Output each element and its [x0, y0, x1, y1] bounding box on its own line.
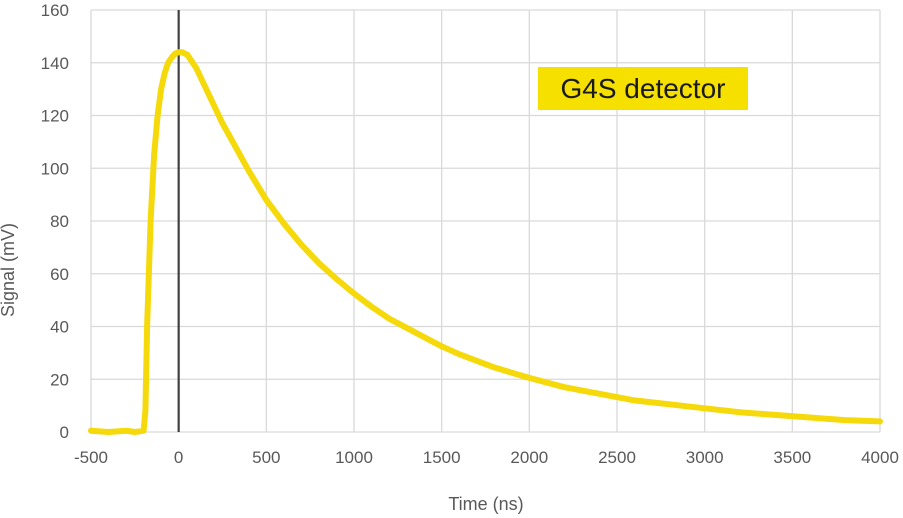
x-tick-label: 2000	[510, 448, 548, 467]
y-tick-label: 0	[60, 423, 69, 442]
x-tick-label: 1000	[335, 448, 373, 467]
data-point	[105, 429, 112, 435]
annotation-background	[538, 67, 748, 110]
data-point	[456, 351, 462, 357]
data-point	[263, 197, 269, 203]
data-point	[202, 83, 208, 90]
series-line	[88, 49, 883, 435]
data-point	[142, 408, 148, 414]
data-point	[148, 218, 154, 224]
y-tick-label: 40	[50, 318, 69, 337]
data-point	[151, 152, 157, 158]
y-axis-title: Signal (mV)	[0, 223, 18, 317]
y-tick-label: 140	[41, 54, 69, 73]
data-point	[193, 65, 199, 71]
y-tick-label: 100	[41, 159, 69, 178]
data-point	[509, 370, 515, 376]
data-point	[491, 364, 497, 370]
data-point	[667, 401, 673, 407]
data-point	[877, 418, 883, 424]
data-point	[88, 428, 94, 434]
data-point	[526, 375, 532, 381]
x-tick-label: -500	[74, 448, 108, 467]
data-point	[333, 276, 340, 282]
data-point	[474, 358, 480, 364]
x-axis-title: Time (ns)	[448, 494, 523, 514]
data-point	[144, 323, 150, 330]
data-point	[702, 405, 708, 411]
data-point	[368, 304, 375, 310]
data-point	[179, 49, 185, 55]
x-tick-label: 3500	[773, 448, 811, 467]
data-point	[631, 397, 638, 403]
data-point	[421, 334, 427, 340]
data-point	[162, 70, 168, 76]
data-point	[298, 242, 304, 248]
y-tick-label: 120	[41, 107, 69, 126]
x-tick-label: 1500	[423, 448, 461, 467]
data-point	[561, 384, 568, 390]
gridlines	[90, 9, 881, 433]
y-tick-label: 160	[41, 1, 69, 20]
data-point	[158, 86, 164, 92]
data-point	[737, 409, 743, 415]
x-tick-label: 500	[252, 448, 280, 467]
x-tick-label: 2500	[598, 448, 636, 467]
data-point	[246, 168, 252, 174]
data-point	[772, 412, 778, 418]
data-point	[316, 260, 322, 266]
data-point	[351, 290, 357, 297]
annotation-label: G4S detector	[538, 67, 748, 110]
data-point	[211, 102, 217, 108]
data-point	[842, 417, 848, 423]
data-point	[132, 429, 138, 435]
data-point	[219, 120, 226, 126]
y-tick-labels: 0 20 40 60 80 100 120 140 160	[41, 1, 69, 442]
data-point	[404, 325, 410, 331]
x-tick-label: 4000	[861, 448, 899, 467]
y-tick-label: 80	[50, 212, 69, 231]
data-point	[141, 428, 147, 434]
y-tick-label: 60	[50, 265, 69, 284]
data-point	[807, 414, 813, 421]
data-point	[281, 221, 287, 227]
data-point	[386, 316, 392, 322]
x-tick-labels: -500 0 500 1000 1500 2000 2500 3000 3500 4000	[74, 448, 899, 467]
data-point	[165, 60, 171, 66]
data-point	[123, 428, 129, 434]
annotation-text: G4S detector	[561, 73, 726, 104]
data-point	[228, 136, 234, 142]
x-tick-label: 0	[174, 448, 183, 467]
y-tick-label: 20	[50, 370, 69, 389]
x-tick-label: 3000	[686, 448, 724, 467]
data-point	[439, 343, 445, 349]
data-point	[184, 52, 190, 58]
series-group	[88, 49, 883, 435]
data-point	[596, 391, 603, 397]
data-point	[155, 112, 161, 119]
data-point	[169, 54, 175, 61]
